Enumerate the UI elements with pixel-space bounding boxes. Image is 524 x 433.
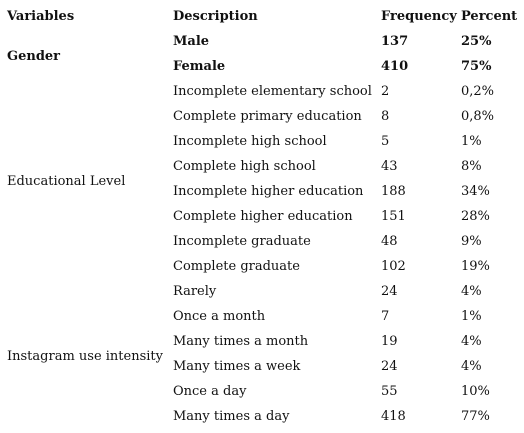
group-variable-label: Instagram use intensity: [7, 349, 163, 364]
row-description: Many times a month: [173, 334, 309, 349]
row-description: Many times a day: [173, 409, 290, 424]
row-description: Male: [173, 34, 210, 49]
row-frequency: 48: [381, 234, 398, 249]
row-description: Once a month: [173, 309, 266, 324]
row-percent: 10%: [461, 384, 490, 399]
row-frequency: 24: [381, 359, 398, 374]
row-frequency: 410: [381, 59, 409, 74]
row-frequency: 5: [381, 134, 390, 149]
row-percent: 4%: [461, 284, 482, 299]
row-description: Once a day: [173, 384, 247, 399]
row-frequency: 2: [381, 84, 390, 99]
row-description: Incomplete elementary school: [173, 84, 372, 99]
row-percent: 0,8%: [461, 109, 495, 124]
row-percent: 1%: [461, 134, 482, 149]
row-description: Incomplete graduate: [173, 234, 311, 249]
row-frequency: 55: [381, 384, 398, 399]
row-percent: 4%: [461, 334, 482, 349]
group-variable-label: Educational Level: [7, 174, 126, 189]
row-frequency: 137: [381, 34, 409, 49]
header-variables: Variables: [7, 9, 75, 24]
row-description: Rarely: [173, 284, 217, 299]
row-frequency: 43: [381, 159, 398, 174]
row-percent: 19%: [461, 259, 490, 274]
row-frequency: 8: [381, 109, 390, 124]
row-description: Complete high school: [173, 159, 316, 174]
row-percent: 1%: [461, 309, 482, 324]
header-description: Description: [173, 9, 258, 24]
row-frequency: 151: [381, 209, 406, 224]
row-frequency: 102: [381, 259, 406, 274]
header-percent: Percent: [461, 9, 518, 24]
row-percent: 9%: [461, 234, 482, 249]
row-description: Complete primary education: [173, 109, 362, 124]
row-percent: 0,2%: [461, 84, 495, 99]
row-frequency: 188: [381, 184, 406, 199]
row-description: Female: [173, 59, 226, 74]
row-percent: 77%: [461, 409, 490, 424]
row-percent: 28%: [461, 209, 490, 224]
row-frequency: 19: [381, 334, 398, 349]
row-frequency: 24: [381, 284, 398, 299]
row-percent: 34%: [461, 184, 490, 199]
row-percent: 25%: [461, 34, 492, 49]
row-description: Complete graduate: [173, 259, 300, 274]
row-frequency: 7: [381, 309, 390, 324]
row-description: Incomplete high school: [173, 134, 327, 149]
row-frequency: 418: [381, 409, 406, 424]
row-percent: 4%: [461, 359, 482, 374]
row-description: Many times a week: [173, 359, 301, 374]
row-percent: 75%: [461, 59, 492, 74]
row-description: Complete higher education: [173, 209, 353, 224]
row-description: Incomplete higher education: [173, 184, 364, 199]
group-variable-label: Gender: [7, 49, 61, 64]
row-percent: 8%: [461, 159, 482, 174]
header-frequency: Frequency: [381, 9, 457, 24]
